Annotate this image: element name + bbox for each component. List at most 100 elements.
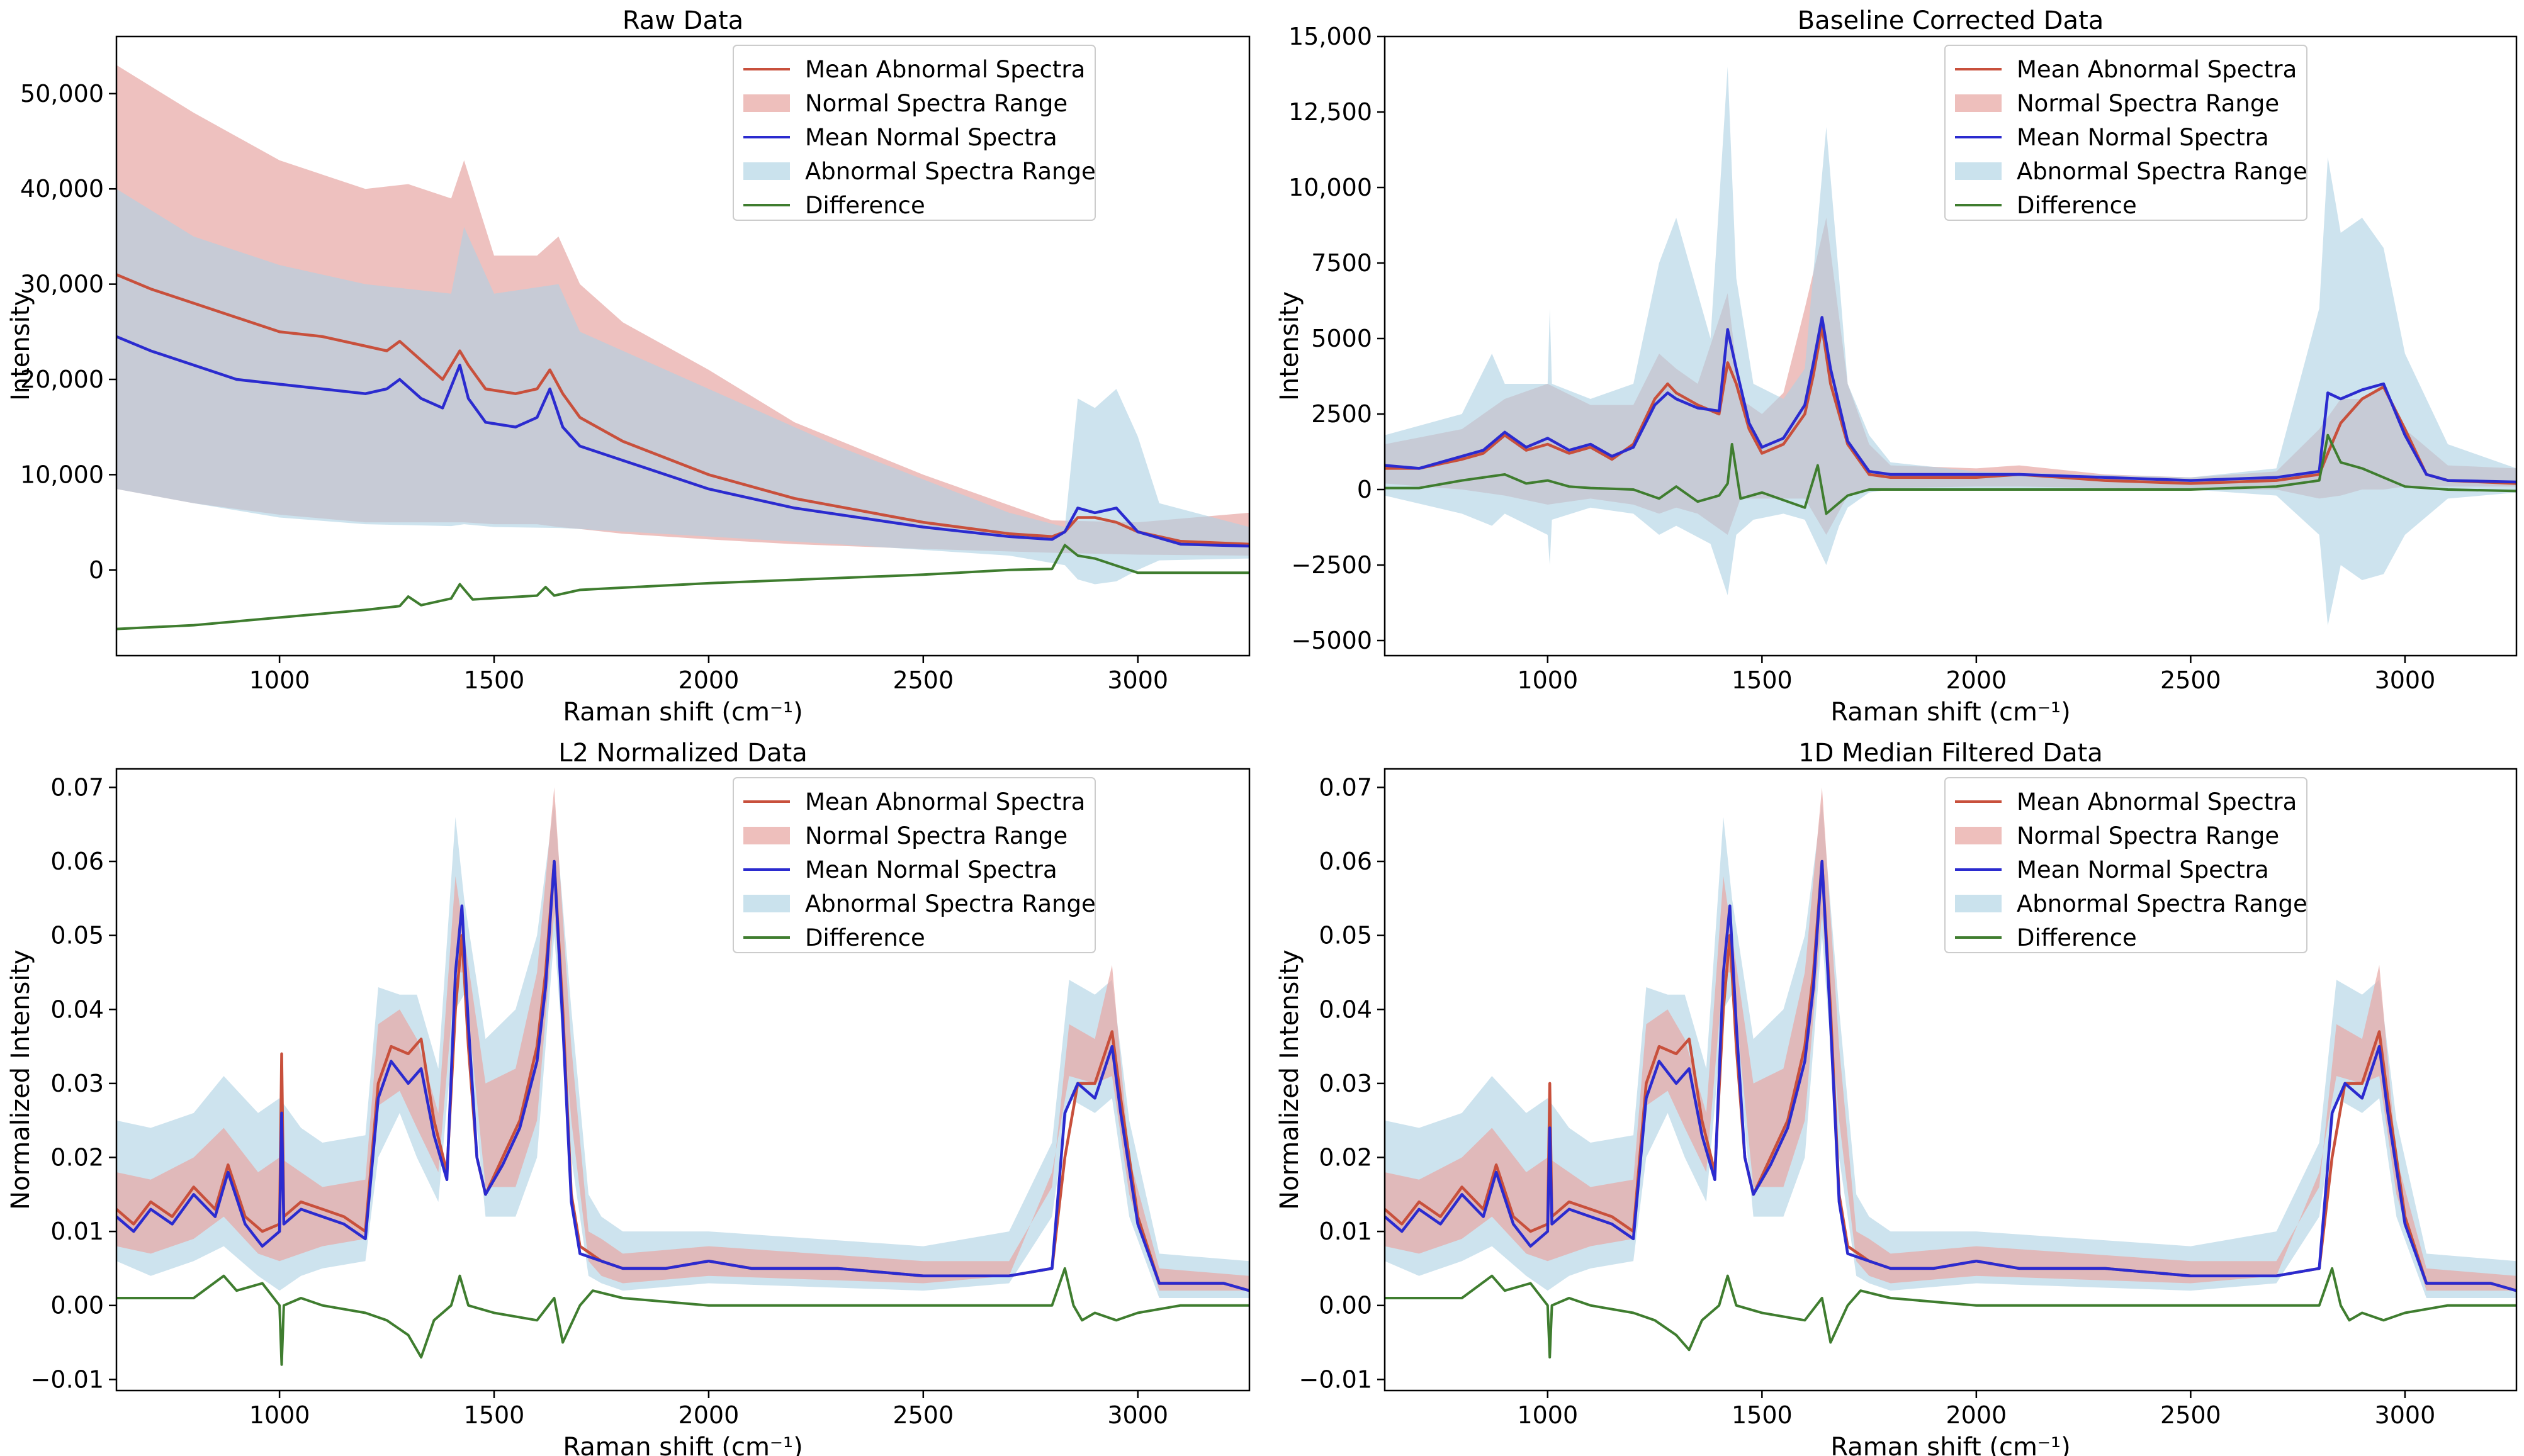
legend-label-mean_abnormal: Mean Abnormal Spectra	[805, 788, 1085, 815]
y-tick-label: 5000	[1311, 325, 1372, 352]
legend-label-difference: Difference	[2017, 192, 2137, 219]
legend-swatch-normal_range	[743, 94, 790, 112]
legend-swatch-abnormal_range	[1955, 162, 2002, 180]
y-axis-label: Intensity	[6, 291, 35, 401]
legend-label-difference: Difference	[2017, 924, 2137, 951]
legend-swatch-abnormal_range	[743, 162, 790, 180]
line-difference	[116, 1267, 1249, 1366]
x-tick-label: 3000	[1107, 666, 1168, 694]
plot-area-l2	[116, 787, 1249, 1366]
legend: Mean Abnormal Spectra Normal Spectra Rang…	[1944, 777, 2307, 953]
y-axis-label: Normalized Intensity	[6, 949, 35, 1210]
x-tick-label: 1500	[1732, 666, 1793, 694]
legend-label-difference: Difference	[805, 924, 925, 951]
plot-area-raw	[116, 65, 1249, 630]
x-axis-label: Raman shift (cm⁻¹)	[563, 1433, 803, 1456]
chart-title: 1D Median Filtered Data	[1798, 739, 2103, 768]
plot-area-baseline	[1385, 67, 2516, 625]
legend-swatch-normal_range	[1955, 827, 2002, 844]
legend-box	[1944, 45, 2307, 221]
legend-label-mean_normal: Mean Normal Spectra	[2017, 856, 2269, 883]
legend-label-mean_abnormal: Mean Abnormal Spectra	[805, 56, 1085, 83]
y-tick-label: 40,000	[20, 175, 104, 203]
x-axis-label: Raman shift (cm⁻¹)	[563, 698, 803, 727]
y-tick-label: −0.01	[1299, 1365, 1372, 1393]
chart-title: L2 Normalized Data	[558, 739, 808, 768]
x-tick-label: 1000	[1517, 666, 1578, 694]
y-tick-label: 7500	[1311, 249, 1372, 277]
y-tick-label: 0.03	[1319, 1070, 1372, 1097]
line-mean_normal	[1385, 860, 2516, 1292]
legend-label-mean_abnormal: Mean Abnormal Spectra	[2017, 56, 2297, 83]
legend-label-normal_range: Normal Spectra Range	[805, 822, 1068, 849]
y-tick-label: 0.06	[50, 848, 104, 875]
y-tick-label: 10,000	[1288, 174, 1372, 201]
y-tick-label: 2500	[1311, 400, 1372, 428]
x-tick-label: 2500	[2160, 1401, 2221, 1429]
x-tick-label: 1500	[464, 1401, 525, 1429]
x-tick-label: 3000	[2375, 666, 2436, 694]
y-tick-label: 0.00	[50, 1292, 104, 1319]
legend-label-normal_range: Normal Spectra Range	[2017, 90, 2279, 117]
line-mean_abnormal	[1385, 860, 2516, 1292]
x-tick-label: 2000	[1946, 666, 2007, 694]
legend-label-normal_range: Normal Spectra Range	[2017, 822, 2279, 849]
plot-area-median	[1385, 787, 2516, 1359]
band-abnormal_range	[1385, 802, 2516, 1298]
legend-label-abnormal_range: Abnormal Spectra Range	[2017, 158, 2307, 185]
x-tick-label: 2000	[679, 1401, 740, 1429]
legend-label-mean_abnormal: Mean Abnormal Spectra	[2017, 788, 2297, 815]
line-difference	[1385, 434, 2516, 515]
x-tick-label: 2500	[893, 1401, 954, 1429]
legend-box	[733, 45, 1096, 221]
x-tick-label: 3000	[2375, 1401, 2436, 1429]
y-tick-label: 0.05	[50, 922, 104, 949]
x-tick-label: 1500	[464, 666, 525, 694]
x-tick-label: 2500	[2160, 666, 2221, 694]
legend-swatch-normal_range	[743, 827, 790, 844]
x-tick-label: 2000	[679, 666, 740, 694]
axes-frame	[1383, 768, 2518, 1392]
line-mean_abnormal	[1385, 325, 2516, 485]
y-tick-label: 0	[89, 556, 104, 584]
x-tick-label: 3000	[1107, 1401, 1168, 1429]
y-tick-label: 30,000	[20, 271, 104, 298]
legend-label-abnormal_range: Abnormal Spectra Range	[805, 158, 1096, 185]
legend-swatch-normal_range	[1955, 94, 2002, 112]
y-tick-label: 0.04	[50, 995, 104, 1023]
band-abnormal_range	[1385, 67, 2516, 625]
legend-swatch-abnormal_range	[743, 895, 790, 912]
line-mean_abnormal	[116, 860, 1249, 1292]
y-tick-label: 50,000	[20, 80, 104, 108]
y-tick-label: 0	[1357, 476, 1372, 503]
x-tick-label: 2500	[893, 666, 954, 694]
legend: Mean Abnormal Spectra Normal Spectra Rang…	[1944, 45, 2307, 221]
x-tick-label: 1500	[1732, 1401, 1793, 1429]
x-tick-label: 2000	[1946, 1401, 2007, 1429]
y-tick-label: −2500	[1291, 551, 1372, 579]
y-tick-label: 0.01	[50, 1218, 104, 1245]
y-tick-label: 0.05	[1319, 922, 1372, 949]
chart-baseline: 1000 1500 2000 2500 3000 −5000 −2500 0 2500 5000 7…	[1275, 6, 2518, 727]
legend-swatch-abnormal_range	[1955, 895, 2002, 912]
legend-label-mean_normal: Mean Normal Spectra	[805, 124, 1057, 151]
chart-title: Raw Data	[623, 6, 743, 35]
y-tick-label: 10,000	[20, 461, 104, 488]
legend-label-mean_normal: Mean Normal Spectra	[2017, 124, 2269, 151]
line-difference	[1385, 1267, 2516, 1359]
y-tick-label: 15,000	[1288, 23, 1372, 50]
legend: Mean Abnormal Spectra Normal Spectra Rang…	[733, 45, 1096, 221]
y-tick-label: 0.01	[1319, 1218, 1372, 1245]
x-tick-label: 1000	[1517, 1401, 1578, 1429]
line-mean_normal	[1385, 316, 2516, 484]
legend-label-abnormal_range: Abnormal Spectra Range	[2017, 890, 2307, 917]
legend-label-mean_normal: Mean Normal Spectra	[805, 856, 1057, 883]
y-tick-label: 0.03	[50, 1070, 104, 1097]
chart-median: 1000 1500 2000 2500 3000 −0.01 0.00 0.01 0.02 0.0…	[1275, 739, 2518, 1456]
y-tick-label: 0.02	[1319, 1144, 1372, 1172]
y-tick-label: 0.07	[1319, 773, 1372, 801]
band-abnormal_range	[116, 189, 1249, 585]
y-tick-label: 12,500	[1288, 98, 1372, 126]
y-tick-label: 0.04	[1319, 995, 1372, 1023]
